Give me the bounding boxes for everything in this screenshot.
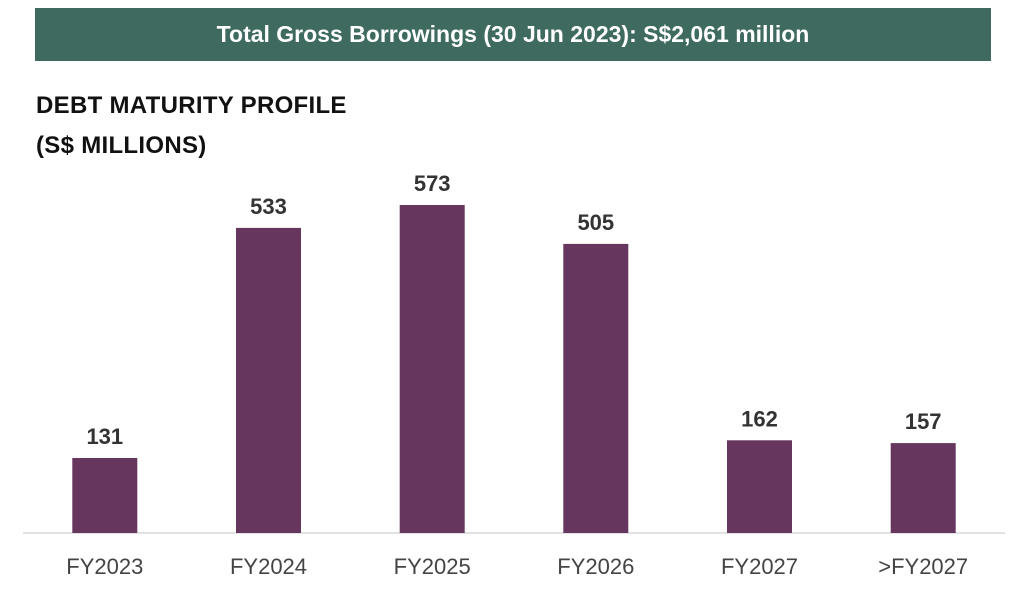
bar-value-label: 533 [250,194,287,219]
bar-fy2023 [72,458,138,533]
x-tick-label: FY2023 [66,554,143,579]
bar-value-label: 131 [86,424,123,449]
chart-title-line-2: (S$ MILLIONS) [36,132,207,159]
x-tick-label: FY2026 [557,554,634,579]
bar-fy2027 [890,443,956,533]
x-tick-label: FY2025 [394,554,471,579]
bar-value-label: 573 [414,171,451,196]
bar-fy2025 [399,205,465,533]
bar-value-label: 505 [577,210,614,235]
x-tick-label: FY2024 [230,554,307,579]
x-tick-label: FY2027 [721,554,798,579]
bar-fy2027 [727,440,792,533]
x-tick-label: >FY2027 [878,554,968,579]
bar-fy2026 [563,243,629,533]
chart-title-line-1: DEBT MATURITY PROFILE [36,92,347,119]
bar-value-label: 162 [741,406,778,431]
bar-value-label: 157 [905,409,942,434]
chart-header-banner: Total Gross Borrowings (30 Jun 2023): S$… [35,8,991,61]
bar-fy2024 [236,227,301,533]
